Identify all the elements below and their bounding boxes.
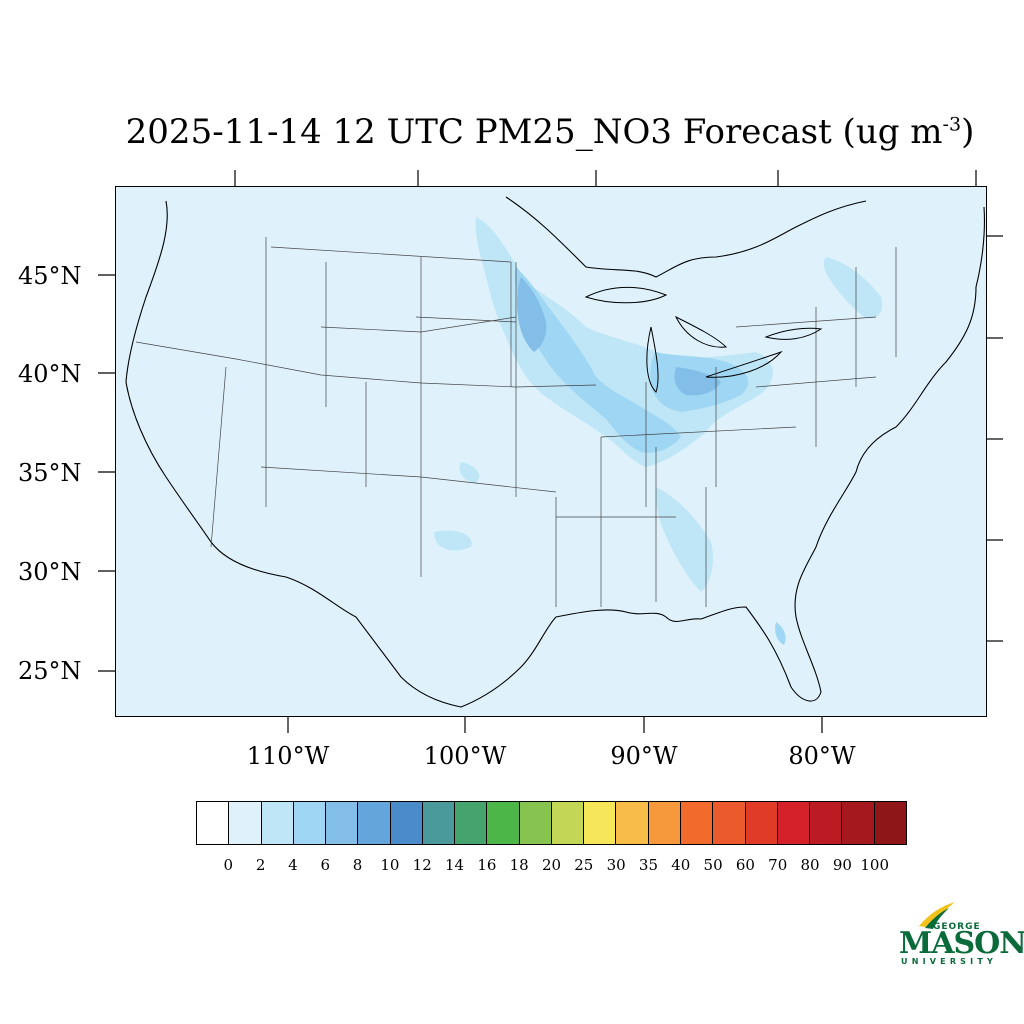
colorbar-cell: [842, 802, 875, 844]
colorbar-label: 70: [768, 856, 788, 874]
colorbar-label: 12: [412, 856, 432, 874]
colorbar: [196, 801, 907, 845]
colorbar-cell: [648, 802, 681, 844]
colorbar-label: 0: [223, 856, 234, 874]
plume-southeast: [655, 487, 713, 592]
colorbar-label: 14: [444, 856, 465, 874]
colorbar-cell: [293, 802, 327, 844]
title-main: 2025-11-14 12 UTC PM25_NO3 Forecast (ug …: [125, 112, 943, 152]
title-suffix: ): [961, 112, 975, 152]
colorbar-cell: [519, 802, 552, 844]
colorbar-cell: [390, 802, 423, 844]
lon-label-100: 100°W: [423, 742, 507, 770]
colorbar-cell: [551, 802, 585, 844]
colorbar-cell: [422, 802, 456, 844]
colorbar-cell: [713, 802, 746, 844]
plume-texas: [459, 462, 480, 483]
plume-midwest-mid: [515, 267, 681, 453]
plume-core-northern-plains: [517, 277, 547, 352]
colorbar-label: 18: [509, 856, 529, 874]
colorbar-label: 25: [574, 856, 594, 874]
colorbar-cell: [229, 802, 262, 844]
colorbar-cell: [455, 802, 488, 844]
colorbar-cell: [616, 802, 649, 844]
colorbar-label: 4: [288, 856, 298, 874]
colorbar-cell: [487, 802, 520, 844]
map-panel[interactable]: [115, 186, 987, 717]
colorbar-label: 80: [800, 856, 820, 874]
colorbar-label: 10: [380, 856, 400, 874]
state-boundaries: [135, 237, 897, 607]
colorbar-label: 16: [477, 856, 497, 874]
colorbar-label: 30: [606, 856, 626, 874]
map-svg: [125, 196, 985, 708]
colorbar-label: 50: [703, 856, 723, 874]
plume-ohio-core: [674, 367, 721, 396]
lat-label-45: 45°N: [18, 262, 82, 290]
colorbar-label: 35: [638, 856, 658, 874]
lat-label-25: 25°N: [18, 657, 82, 685]
colorbar-label: 40: [671, 856, 691, 874]
colorbar-cell: [745, 802, 778, 844]
logo-swoosh-icon: [919, 902, 955, 929]
great-lakes: [584, 286, 823, 393]
colorbar-cell: [197, 802, 230, 844]
coastline: [125, 196, 985, 708]
logo-university: UNIVERSITY: [901, 957, 997, 966]
lat-label-40: 40°N: [18, 360, 82, 388]
colorbar-label: 60: [735, 856, 755, 874]
colorbar-cell: [358, 802, 391, 844]
colorbar-label: 2: [255, 856, 266, 874]
colorbar-label: 100: [860, 856, 889, 874]
colorbar-cell: [680, 802, 714, 844]
lat-label-35: 35°N: [18, 459, 82, 487]
plume-oklahoma: [434, 530, 472, 551]
colorbar-label: 8: [352, 856, 363, 874]
plume-northeast: [823, 257, 883, 319]
gmu-logo: GEORGE MASON UNIVERSITY: [897, 900, 1024, 970]
colorbar-cell: [874, 802, 906, 844]
colorbar-cell: [584, 802, 617, 844]
colorbar-cell: [326, 802, 359, 844]
colorbar-label: 6: [320, 856, 331, 874]
colorbar-cell: [810, 802, 843, 844]
lon-label-110: 110°W: [246, 742, 330, 770]
colorbar-cell: [777, 802, 811, 844]
lon-label-90: 90°W: [610, 742, 678, 770]
logo-mason: MASON: [899, 926, 1024, 961]
plume-florida: [775, 622, 786, 645]
concentration-field: [434, 217, 883, 645]
colorbar-cell: [261, 802, 294, 844]
colorbar-labels: 0 2 4 6 8 10 12 14 16 18 20 25 30 35 40 50 60 70 80 90 100: [196, 856, 907, 876]
colorbar-label: 90: [832, 856, 852, 874]
map-title: 2025-11-14 12 UTC PM25_NO3 Forecast (ug …: [0, 112, 1024, 152]
lat-label-30: 30°N: [18, 558, 82, 586]
logo-george: GEORGE: [933, 922, 981, 932]
title-exponent: -3: [942, 113, 962, 136]
lon-label-80: 80°W: [788, 742, 856, 770]
colorbar-label: 20: [541, 856, 562, 874]
